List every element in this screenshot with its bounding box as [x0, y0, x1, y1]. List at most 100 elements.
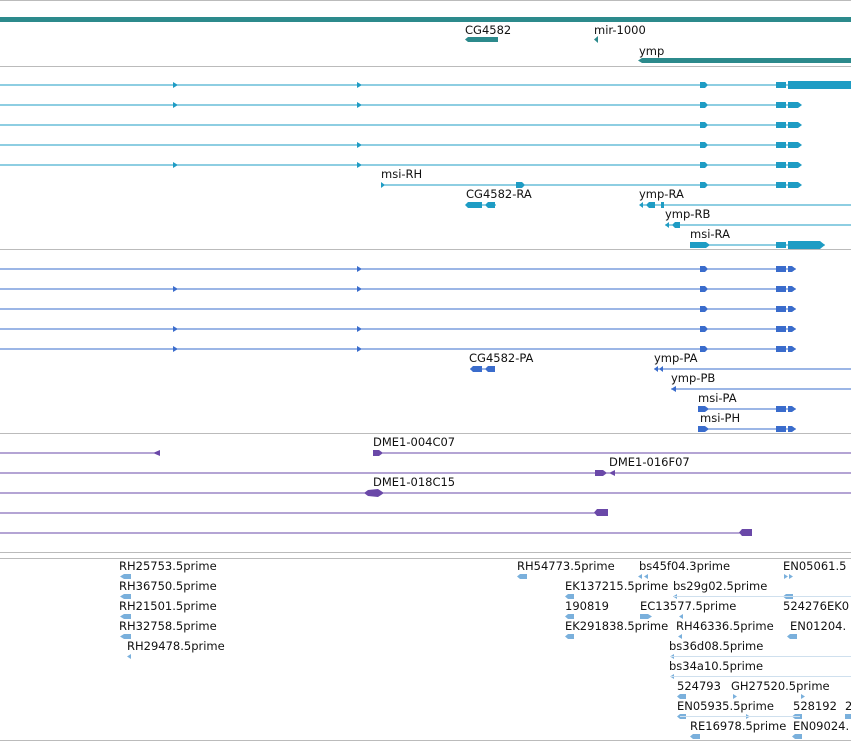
clone-label-dme1-016f07: DME1-016F07: [609, 455, 690, 469]
exon: [700, 82, 708, 88]
est-feature[interactable]: [845, 714, 851, 719]
est-label-528192: 528192: [793, 699, 837, 713]
exon: [470, 366, 482, 372]
est-feature[interactable]: [784, 574, 788, 579]
exon: [700, 122, 708, 128]
intron-line: [690, 244, 825, 246]
est-feature[interactable]: [127, 654, 131, 659]
protein-ymp-pb[interactable]: [671, 386, 851, 392]
est-label-en05061: EN05061.5: [783, 559, 846, 573]
exon: [776, 122, 786, 128]
transcript-row[interactable]: [0, 142, 802, 148]
est-feature[interactable]: [690, 734, 700, 739]
est-feature[interactable]: [640, 614, 652, 619]
intron-line: [0, 308, 796, 310]
exon: [639, 202, 643, 208]
est-label-en09024: EN09024.: [793, 719, 849, 733]
exon: [776, 182, 786, 188]
est-feature[interactable]: [733, 694, 737, 699]
exon: [700, 142, 708, 148]
est-line: [670, 676, 851, 677]
protein-row[interactable]: [0, 266, 796, 272]
exon: [659, 366, 663, 372]
transcript-row[interactable]: [0, 162, 802, 168]
intron-line: [671, 388, 851, 390]
est-label-ek137215: EK137215.5prime: [565, 579, 668, 593]
exon: [788, 182, 802, 188]
est-feature[interactable]: [565, 594, 574, 599]
clone-dme1-004c07[interactable]: [373, 450, 851, 456]
exon: [788, 346, 796, 352]
transcript-cg4582-ra[interactable]: [465, 202, 496, 208]
exon: [776, 142, 786, 148]
clone-row[interactable]: [0, 450, 160, 456]
direction-arrow-icon: [357, 346, 362, 352]
transcript-ymp-ra[interactable]: [639, 202, 851, 208]
intron-line: [0, 328, 796, 330]
transcript-row[interactable]: [0, 102, 802, 108]
protein-row[interactable]: [0, 326, 796, 332]
clone-row[interactable]: [0, 509, 608, 516]
est-label-ek0: EK0: [827, 599, 849, 613]
exon: [671, 386, 676, 392]
protein-row[interactable]: [0, 286, 796, 292]
transcript-msi-ra[interactable]: [690, 241, 825, 249]
est-feature[interactable]: [120, 594, 131, 599]
clone-dme1-016f07[interactable]: [0, 470, 851, 476]
exon: [776, 426, 786, 432]
protein-row[interactable]: [0, 346, 796, 352]
clone-row[interactable]: [0, 529, 752, 536]
protein-cg4582-pa[interactable]: [470, 366, 495, 372]
protein-label-ymp-pb: ymp-PB: [671, 371, 715, 385]
est-feature[interactable]: [638, 574, 642, 579]
est-feature[interactable]: [678, 634, 682, 639]
est-feature[interactable]: [787, 634, 797, 639]
est-label-re16978: RE16978.5prime: [690, 719, 786, 733]
transcript-row[interactable]: [0, 122, 802, 128]
est-feature[interactable]: [801, 694, 805, 699]
exon: [788, 286, 796, 292]
exon: [672, 222, 680, 228]
protein-row[interactable]: [0, 306, 796, 312]
exon: [776, 286, 786, 292]
est-feature[interactable]: [120, 634, 131, 639]
intron-line: [0, 164, 800, 166]
est-feature[interactable]: [120, 574, 131, 579]
exon: [788, 122, 802, 128]
est-label-524276: 524276: [783, 599, 827, 613]
est-feature[interactable]: [792, 734, 802, 739]
est-feature[interactable]: [565, 634, 574, 639]
protein-ymp-pa[interactable]: [654, 366, 851, 372]
transcript-row-msi-rh[interactable]: [381, 182, 802, 188]
est-feature[interactable]: [565, 614, 574, 619]
gene-cg4582[interactable]: [465, 37, 498, 42]
exon: [788, 142, 802, 148]
clone-line: [0, 512, 600, 514]
protein-msi-pa[interactable]: [698, 406, 796, 412]
clone-dme1-018c15[interactable]: [0, 489, 851, 497]
transcript-ymp-rb[interactable]: [665, 222, 851, 228]
exon: [776, 82, 786, 88]
est-feature[interactable]: [644, 574, 648, 579]
est-feature[interactable]: [120, 614, 131, 619]
est-feature[interactable]: [517, 574, 527, 579]
est-feature[interactable]: [679, 614, 683, 619]
direction-arrow-icon: [357, 162, 362, 168]
protein-label-msi-pa: msi-PA: [698, 391, 737, 405]
est-feature[interactable]: [677, 694, 686, 699]
gene-mir-1000[interactable]: [594, 36, 598, 43]
protein-msi-ph[interactable]: [698, 426, 796, 432]
clone-end: [739, 529, 752, 536]
est-label-gh27520: GH27520.5prime: [731, 679, 830, 693]
exon: [776, 242, 786, 248]
est-label-rh32758: RH32758.5prime: [119, 619, 217, 633]
gene-span-bar[interactable]: [0, 17, 851, 22]
est-label-en05935: EN05935.5prime: [677, 699, 774, 713]
direction-arrow-icon: [173, 82, 178, 88]
protein-label-cg4582-pa: CG4582-PA: [469, 351, 534, 365]
clone-track: DME1-004C07 DME1-016F07 DME1-018C15: [0, 435, 851, 536]
transcript-row[interactable]: [0, 81, 851, 89]
gene-ymp[interactable]: [638, 58, 851, 63]
est-feature[interactable]: [789, 574, 793, 579]
